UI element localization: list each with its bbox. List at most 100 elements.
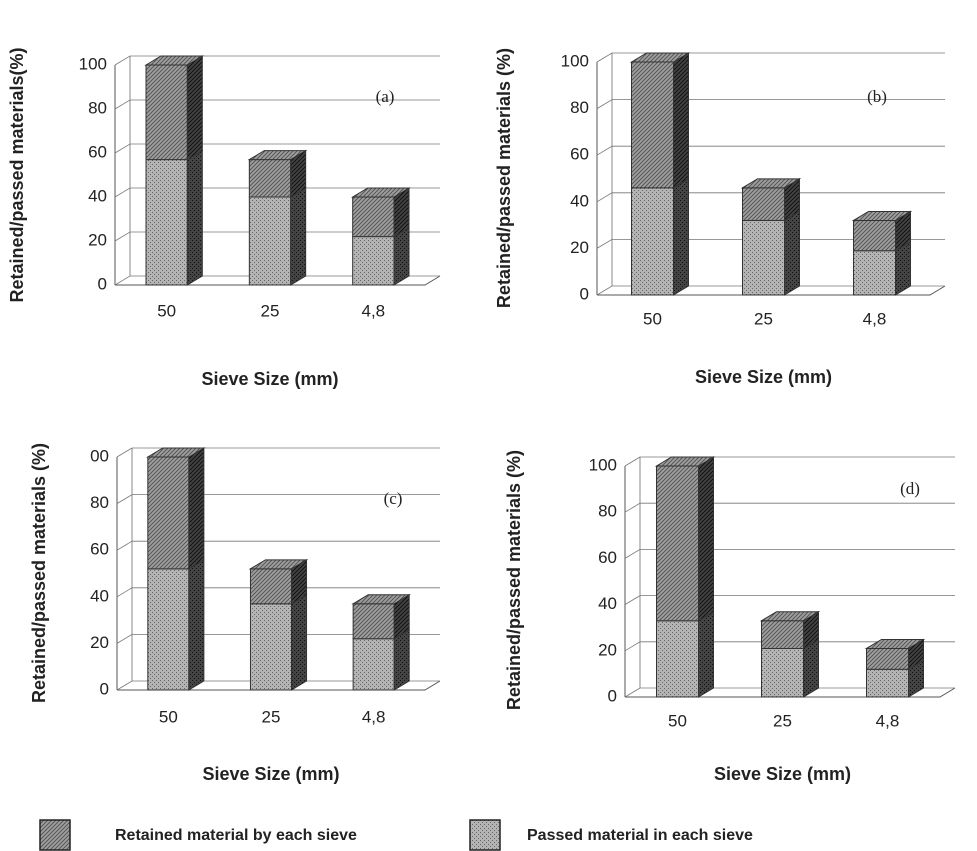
grid-line [114, 55, 440, 66]
x-axis-label: Sieve Size (mm) [695, 367, 832, 387]
grid-line [114, 143, 440, 154]
x-tick-label: 25 [261, 301, 280, 320]
y-tick-label: 0 [608, 686, 617, 705]
grid-line [116, 540, 440, 551]
y-axis-label: Retained/passed materials (%) [494, 48, 514, 308]
bar-top [144, 55, 205, 66]
floor [597, 285, 946, 296]
bar-segment [742, 219, 785, 296]
y-tick-label: 0 [580, 284, 589, 303]
y-tick-label: 00 [90, 446, 109, 465]
y-tick-label: 60 [598, 548, 617, 567]
x-tick-label: 4,8 [362, 707, 386, 726]
bar-segment [656, 620, 699, 698]
x-axis-label: Sieve Size (mm) [714, 764, 851, 784]
grid-line [596, 239, 945, 249]
bar-side [673, 177, 689, 296]
bar-top [248, 559, 309, 570]
y-tick-label: 80 [90, 493, 109, 512]
legend-label: Passed material in each sieve [527, 827, 753, 844]
y-axis-label: Retained/passed materials (%) [29, 443, 49, 703]
grid-line [596, 192, 945, 203]
y-axis-label: Retained/passed materials(%) [7, 47, 27, 302]
bar-side [188, 558, 205, 691]
bar-side [393, 226, 410, 286]
y-axis-label: Retained/passed materials (%) [504, 450, 524, 710]
bar-segment [742, 187, 785, 221]
bar-segment [248, 159, 292, 198]
bar-segment [866, 647, 909, 670]
grid-line [596, 145, 945, 156]
bar-side [186, 55, 203, 161]
bar-segment [147, 456, 190, 570]
bar-segment [656, 465, 699, 622]
bar-segment [145, 159, 188, 286]
bar-segment [761, 647, 804, 698]
bar-segment [249, 568, 293, 605]
grid-line [116, 634, 440, 644]
bar-segment [352, 196, 395, 238]
annotation: (d) [900, 479, 920, 498]
bar-segment [866, 668, 909, 698]
bar-top [851, 210, 913, 221]
bar-segment [145, 64, 188, 161]
bar-side [698, 610, 714, 698]
x-tick-label: 25 [773, 711, 792, 730]
annotation: (c) [384, 489, 403, 508]
y-tick-label: 80 [598, 502, 617, 521]
bar-segment [761, 620, 804, 649]
bar-side [290, 187, 307, 286]
bar-top [247, 150, 308, 161]
y-tick-label: 40 [88, 186, 107, 205]
y-tick-label: 20 [88, 230, 107, 249]
y-tick-label: 0 [98, 274, 107, 293]
grid-line [596, 52, 945, 63]
legend-swatch [469, 819, 501, 851]
annotation: (a) [376, 87, 395, 106]
bar-segment [352, 638, 395, 691]
y-tick-label: 100 [79, 54, 107, 73]
floor [115, 275, 441, 286]
grid-line [624, 549, 955, 559]
grid-line [624, 502, 955, 513]
grid-line [116, 680, 440, 691]
bar-segment [631, 187, 674, 296]
legend-label: Retained material by each sieve [115, 827, 357, 844]
x-tick-label: 25 [754, 309, 773, 328]
y-tick-label: 40 [570, 191, 589, 210]
y-tick-label: 80 [570, 98, 589, 117]
grid-line [116, 587, 440, 598]
bar-segment [631, 61, 674, 189]
y-tick-label: 100 [561, 51, 589, 70]
grid-line [114, 275, 440, 286]
y-tick-label: 100 [589, 455, 617, 474]
x-axis-label: Sieve Size (mm) [201, 369, 338, 389]
bar-segment [249, 603, 293, 691]
bar-segment [248, 196, 292, 286]
bar-side [291, 593, 308, 691]
x-tick-label: 25 [262, 707, 281, 726]
bar-top [759, 611, 821, 622]
bar-top [351, 594, 412, 605]
bar-side [803, 638, 819, 698]
y-tick-label: 60 [88, 142, 107, 161]
floor [625, 687, 956, 698]
grid-line [114, 187, 440, 198]
grid-line [624, 641, 955, 652]
bar-segment [352, 603, 395, 640]
bar-top [629, 52, 691, 63]
y-tick-label: 60 [90, 540, 109, 559]
grid-line [114, 99, 440, 110]
y-tick-label: 80 [88, 98, 107, 117]
grid-line [596, 99, 945, 109]
bar-side [698, 456, 714, 622]
bar-segment [853, 250, 896, 296]
bar-segment [853, 219, 896, 252]
bar-top [350, 187, 411, 198]
bar-side [673, 52, 689, 189]
grid-line [116, 447, 440, 458]
x-tick-label: 50 [643, 309, 662, 328]
grid-line [624, 687, 955, 698]
bar-side [188, 447, 205, 570]
y-tick-label: 40 [598, 594, 617, 613]
